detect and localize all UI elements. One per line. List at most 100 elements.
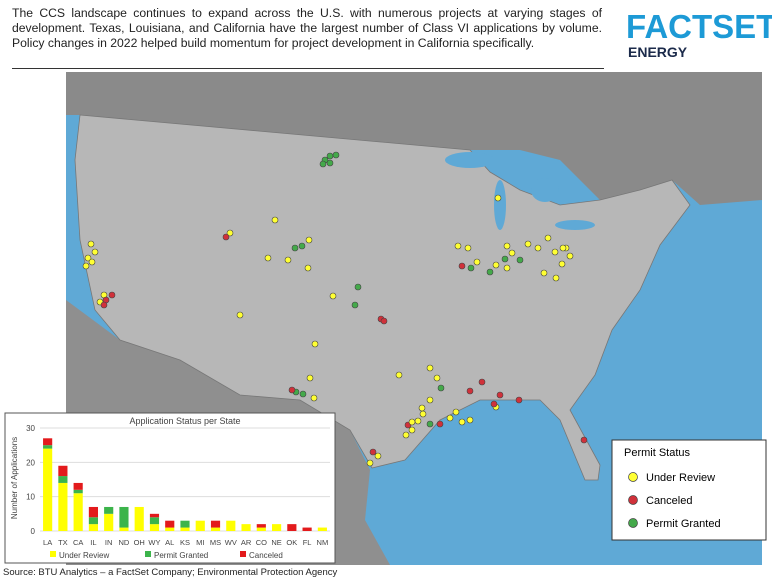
y-axis-label: Number of Applications bbox=[10, 437, 19, 519]
map-dot bbox=[467, 264, 475, 272]
map-dot bbox=[319, 160, 327, 168]
map-dot bbox=[426, 420, 434, 428]
x-tick-label: WY bbox=[148, 538, 160, 547]
legend-swatch bbox=[145, 551, 151, 557]
logo-brand: FACTSET bbox=[626, 8, 772, 45]
bar-segment bbox=[302, 527, 312, 531]
y-tick-label: 0 bbox=[31, 527, 36, 536]
logo-sub: ENERGY bbox=[628, 44, 688, 60]
map-dot bbox=[402, 431, 410, 439]
map-dot bbox=[226, 229, 234, 237]
map-dot bbox=[87, 240, 95, 248]
bar-segment bbox=[287, 524, 297, 531]
map-dot bbox=[580, 436, 588, 444]
bar-segment bbox=[104, 506, 114, 514]
map-dot bbox=[515, 396, 523, 404]
map-dot bbox=[437, 384, 445, 392]
x-tick-label: MS bbox=[210, 538, 221, 547]
legend-label: Canceled bbox=[249, 551, 283, 560]
map-dot bbox=[559, 244, 567, 252]
bar-segment bbox=[256, 527, 266, 531]
map-dot bbox=[366, 459, 374, 467]
map-dot bbox=[418, 404, 426, 412]
map-dot bbox=[298, 242, 306, 250]
x-tick-label: NE bbox=[271, 538, 281, 547]
map-dot bbox=[466, 416, 474, 424]
bar-segment bbox=[88, 524, 98, 531]
bar-segment bbox=[180, 520, 190, 528]
x-tick-label: OH bbox=[134, 538, 145, 547]
map-dot bbox=[558, 260, 566, 268]
bar-segment bbox=[88, 517, 98, 525]
bar-segment bbox=[119, 506, 129, 528]
map-dot bbox=[426, 364, 434, 372]
map-dot bbox=[304, 264, 312, 272]
map-dot bbox=[446, 414, 454, 422]
map-dot bbox=[473, 258, 481, 266]
map-dot bbox=[436, 420, 444, 428]
map-dot bbox=[100, 301, 108, 309]
map-dot bbox=[354, 283, 362, 291]
legend-swatch bbox=[628, 518, 638, 528]
map-dot bbox=[374, 452, 382, 460]
bar-segment bbox=[119, 527, 129, 531]
map-dot bbox=[332, 151, 340, 159]
bar-segment bbox=[317, 527, 327, 531]
lake bbox=[555, 220, 595, 230]
map-dot bbox=[464, 244, 472, 252]
map-dot bbox=[82, 262, 90, 270]
bar-segment bbox=[210, 520, 221, 528]
y-tick-label: 30 bbox=[26, 424, 35, 433]
map-dot bbox=[544, 234, 552, 242]
bar-segment bbox=[104, 513, 114, 531]
map-dot bbox=[419, 410, 427, 418]
map-dot bbox=[524, 240, 532, 248]
x-tick-label: IL bbox=[90, 538, 96, 547]
bar-segment bbox=[43, 448, 53, 531]
bar-segment bbox=[58, 482, 68, 531]
map-dot bbox=[478, 378, 486, 386]
bar-segment bbox=[272, 524, 282, 531]
legend-swatch bbox=[240, 551, 246, 557]
map-dot bbox=[496, 391, 504, 399]
bar-segment bbox=[58, 465, 68, 477]
bar-segment bbox=[210, 527, 221, 531]
map-dot bbox=[284, 256, 292, 264]
map-dot bbox=[426, 396, 434, 404]
x-tick-label: FL bbox=[303, 538, 312, 547]
map-dot bbox=[222, 233, 230, 241]
map-dot bbox=[291, 244, 299, 252]
map-dot bbox=[501, 255, 509, 263]
chart-title: Application Status per State bbox=[129, 416, 240, 426]
x-tick-label: LA bbox=[43, 538, 52, 547]
bar-segment bbox=[195, 520, 205, 531]
map-dot bbox=[108, 291, 116, 299]
map-dot bbox=[466, 387, 474, 395]
bar-segment bbox=[43, 438, 53, 446]
bar-segment bbox=[149, 524, 160, 531]
x-tick-label: ND bbox=[119, 538, 130, 547]
map-dot bbox=[508, 249, 516, 257]
map-dot bbox=[288, 386, 296, 394]
x-tick-label: NM bbox=[317, 538, 329, 547]
legend-swatch bbox=[628, 495, 638, 505]
lake bbox=[494, 180, 506, 230]
map-dot bbox=[408, 426, 416, 434]
map-dot bbox=[395, 371, 403, 379]
map-dot bbox=[236, 311, 244, 319]
legend-label: Under Review bbox=[59, 551, 109, 560]
usa bbox=[74, 114, 691, 481]
bar-segment bbox=[165, 520, 175, 528]
map-dot bbox=[306, 374, 314, 382]
bar-segment bbox=[73, 482, 83, 490]
bar-segment bbox=[226, 520, 236, 531]
map-dot bbox=[299, 390, 307, 398]
legend-label: Permit Granted bbox=[646, 518, 721, 530]
map-dot bbox=[310, 394, 318, 402]
legend-swatch bbox=[628, 472, 638, 482]
x-tick-label: TX bbox=[58, 538, 68, 547]
bar-segment bbox=[134, 506, 144, 531]
bar-segment bbox=[180, 527, 190, 531]
map-dot bbox=[503, 264, 511, 272]
map-dot bbox=[351, 301, 359, 309]
